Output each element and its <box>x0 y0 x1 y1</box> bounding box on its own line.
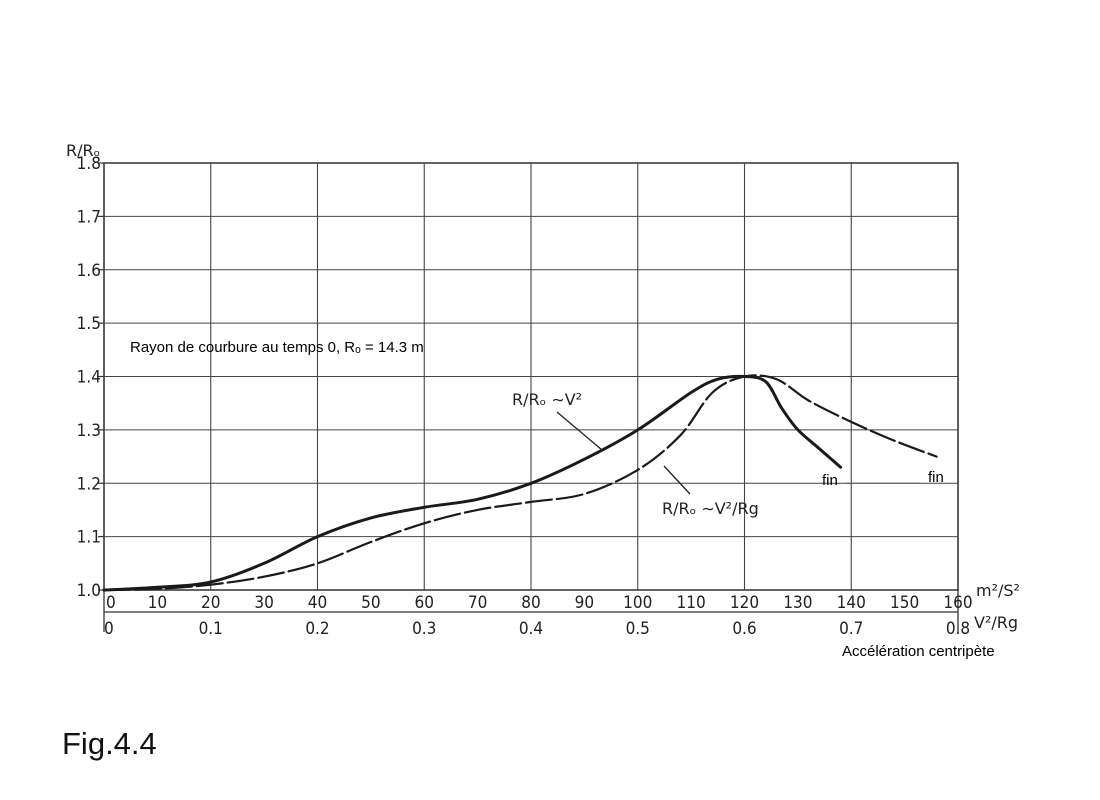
x-top-tick-label: 0 <box>106 593 116 613</box>
x-bottom-tick-label: 0.6 <box>732 619 756 639</box>
y-tick-label: 1.8 <box>77 154 101 174</box>
x-top-tick-label: 150 <box>890 593 919 613</box>
x-top-tick-label: 60 <box>415 593 434 613</box>
x-bottom-tick-label: 0.7 <box>839 619 863 639</box>
x-top-tick-label: 140 <box>837 593 866 613</box>
x-bottom-tick-label: 0.5 <box>626 619 650 639</box>
y-axis-label: R/Rₒ <box>66 141 100 160</box>
x-top-tick-label: 50 <box>361 593 380 613</box>
annotation-initial-radius: Rayon de courbure au temps 0, Rₒ = 14.3 … <box>130 339 424 356</box>
end-label-2: fin <box>928 469 944 486</box>
x-top-tick-label: 130 <box>783 593 812 613</box>
x-top-tick-label: 80 <box>521 593 540 613</box>
x-bottom-tick-label: 0.2 <box>305 619 329 639</box>
x-top-tick-label: 20 <box>201 593 220 613</box>
x-bottom-tick-label: 0.1 <box>199 619 223 639</box>
figure-caption: Fig.4.4 <box>62 726 157 761</box>
x-top-tick-label: 100 <box>623 593 652 613</box>
end-label-1: fin <box>822 472 838 489</box>
x-axis-label: Accélération centripète <box>842 643 995 660</box>
x-top-tick-label: 90 <box>575 593 594 613</box>
y-tick-label: 1.6 <box>77 261 101 281</box>
y-tick-label: 1.5 <box>77 314 101 334</box>
x-top-tick-label: 30 <box>254 593 273 613</box>
grid <box>98 162 959 632</box>
series-label-v2rg-leader <box>663 465 691 495</box>
y-tick-label: 1.1 <box>77 528 101 548</box>
x-top-tick-label: 10 <box>148 593 167 613</box>
y-tick-labels: 1.0 1.1 1.2 1.3 1.4 1.5 1.6 1.7 1.8 <box>77 154 101 601</box>
series-label-v2rg: R/Rₒ ∼V²/Rg <box>662 499 759 518</box>
x-bottom-tick-label: 0.3 <box>412 619 436 639</box>
series-line-1 <box>102 374 843 592</box>
series-line-2 <box>102 374 938 592</box>
x-top-tick-label: 70 <box>468 593 487 613</box>
x-bottom-tick-label: 0 <box>104 619 114 639</box>
series-label-v2-leader <box>556 411 603 451</box>
x-top-tick-label: 120 <box>730 593 759 613</box>
x-bottom-tick-labels: 0 0.1 0.2 0.3 0.4 0.5 0.6 0.7 0.8 <box>104 619 970 639</box>
x-bottom-tick-label: 0.4 <box>519 619 543 639</box>
x-top-tick-label: 110 <box>677 593 706 613</box>
series-lines <box>102 374 938 592</box>
y-tick-label: 1.3 <box>77 421 101 441</box>
x-top-tick-labels: 0 10 20 30 40 50 60 70 80 90 100 110 120 130 140 150 160 <box>106 593 973 613</box>
y-tick-label: 1.0 <box>77 581 101 601</box>
y-tick-label: 1.4 <box>77 368 101 388</box>
y-tick-label: 1.2 <box>77 474 101 494</box>
series-label-v2: R/Rₒ ∼V² <box>512 390 582 409</box>
x-bottom-axis-unit: V²/Rg <box>974 613 1018 632</box>
x-top-axis-unit: m²/S² <box>976 581 1020 600</box>
x-top-tick-label: 40 <box>308 593 327 613</box>
x-bottom-tick-label: 0.8 <box>946 619 970 639</box>
y-tick-label: 1.7 <box>77 207 101 227</box>
x-top-tick-label: 160 <box>943 593 972 613</box>
